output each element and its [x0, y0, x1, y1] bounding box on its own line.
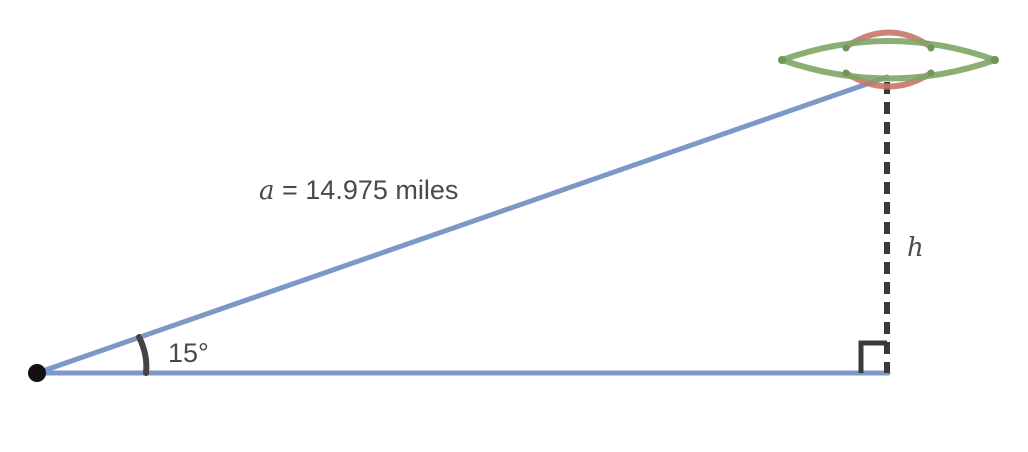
angle-label: 15° — [168, 338, 209, 368]
hypotenuse-variable: a — [259, 176, 275, 206]
observer-point — [28, 364, 46, 382]
hypotenuse-label: a = 14.975 miles — [259, 175, 458, 206]
height-label: h — [907, 233, 924, 263]
angle-arc — [136, 334, 150, 376]
hypotenuse-line — [34, 74, 890, 376]
hypotenuse-value: = 14.975 miles — [275, 175, 459, 205]
right-angle-marker — [858, 340, 887, 373]
ufo-icon — [778, 29, 999, 90]
